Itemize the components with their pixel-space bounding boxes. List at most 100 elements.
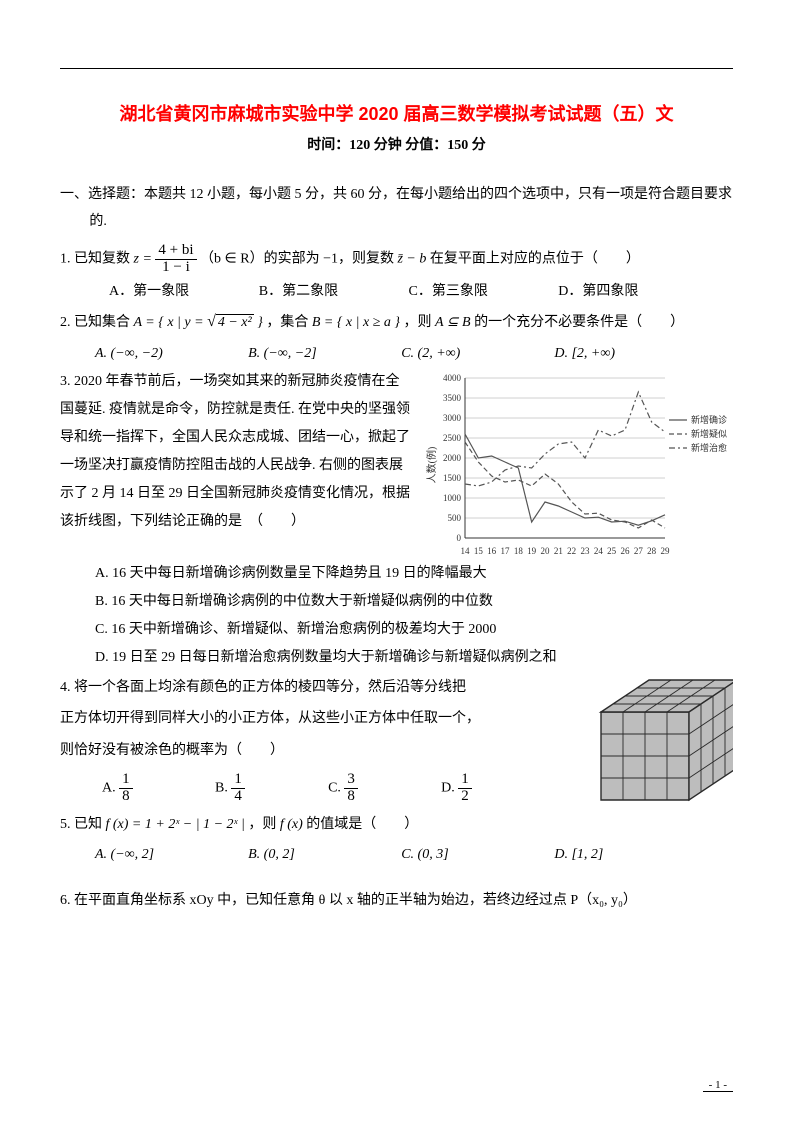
q5-text-post: 的值域是（ ）	[306, 817, 418, 832]
svg-text:29: 29	[661, 546, 671, 556]
q3-opt-b: B. 16 天中每日新增确诊病例的中位数大于新增疑似病例的中位数	[95, 588, 733, 616]
q1-opt-b: B．第二象限	[259, 278, 409, 306]
q1-options: A．第一象限 B．第二象限 C．第三象限 D．第四象限	[60, 278, 733, 306]
q3-opt-a: A. 16 天中每日新增确诊病例数量呈下降趋势且 19 日的降幅最大	[95, 560, 733, 588]
q5-fx2: f (x)	[280, 817, 303, 832]
q4-options: A. 18 B. 14 C. 38 D. 12	[60, 772, 573, 805]
q5-opt-c: C. (0, 3]	[401, 841, 554, 869]
svg-text:16: 16	[487, 546, 497, 556]
q2-opt-c: C. (2, +∞)	[401, 340, 554, 368]
cube-svg	[583, 672, 733, 807]
q4-text: 4. 将一个各面上均涂有颜色的正方体的棱四等分，然后沿等分线把 正方体切开得到同…	[60, 672, 573, 805]
q2-opt-a: A. (−∞, −2)	[95, 340, 248, 368]
q4-cube	[583, 672, 733, 807]
q5-stem: 5. 已知 f (x) = 1 + 2ˣ − | 1 − 2ˣ | ，则 f (…	[60, 811, 733, 839]
q3-options: A. 16 天中每日新增确诊病例数量呈下降趋势且 19 日的降幅最大 B. 16…	[60, 560, 733, 672]
q1-stem: 1. 已知复数 z = 4 + bi 1 − i （b ∈ R）的实部为 −1，…	[60, 243, 733, 276]
sqrt-icon: 4 − x²	[207, 306, 254, 338]
q2-stem: 2. 已知集合 A = { x | y = 4 − x² } ，集合 B = {…	[60, 306, 733, 338]
q2-setA-pre: A = { x | y =	[134, 315, 208, 330]
svg-text:28: 28	[647, 546, 657, 556]
q2-text-pre: 2. 已知集合	[60, 315, 134, 330]
q5-opt-d: D. [1, 2]	[554, 841, 707, 869]
svg-text:17: 17	[501, 546, 511, 556]
exam-subtitle: 时间：120 分钟 分值：150 分	[60, 134, 733, 154]
svg-text:新增治愈: 新增治愈	[691, 442, 727, 453]
q3-stem: 3. 2020 年春节前后，一场突如其来的新冠肺炎疫情在全国蔓延. 疫情就是命令…	[60, 368, 413, 536]
svg-text:3000: 3000	[443, 413, 462, 423]
q1-text-pre: 1. 已知复数	[60, 252, 134, 267]
q4-line3: 则恰好没有被涂色的概率为（ ）	[60, 735, 573, 767]
exam-title: 湖北省黄冈市麻城市实验中学 2020 届高三数学模拟考试试题（五）文	[60, 100, 733, 126]
q1-zbar: z̄ − b	[397, 252, 426, 267]
svg-text:新增确诊: 新增确诊	[691, 414, 727, 425]
q4-b-num: 1	[231, 772, 245, 789]
svg-text:14: 14	[461, 546, 471, 556]
top-rule	[60, 68, 733, 69]
line-chart-svg: 05001000150020002500300035004000人数(例)141…	[423, 370, 733, 560]
q4-opt-a: A. 18	[102, 772, 215, 805]
q4-d-den: 2	[458, 789, 472, 805]
q1-opt-d: D．第四象限	[558, 278, 708, 306]
svg-text:500: 500	[448, 513, 462, 523]
svg-text:2000: 2000	[443, 453, 462, 463]
q1-opt-a: A．第一象限	[109, 278, 259, 306]
svg-text:23: 23	[581, 546, 591, 556]
q2-text-mid2: ，则	[403, 315, 435, 330]
q1-frac-den: 1 − i	[155, 260, 196, 276]
q4-opt-d: D. 12	[441, 772, 554, 805]
q6-stem: 6. 在平面直角坐标系 xOy 中，已知任意角 θ 以 x 轴的正半轴为始边，若…	[60, 887, 733, 915]
q3-opt-c: C. 16 天中新增确诊、新增疑似、新增治愈病例的极差均大于 2000	[95, 616, 733, 644]
q2-opt-d: D. [2, +∞)	[554, 340, 707, 368]
svg-text:2500: 2500	[443, 433, 462, 443]
q2-setA-post: }	[254, 315, 263, 330]
q1-opt-c: C．第三象限	[409, 278, 559, 306]
q2-text-mid1: ，集合	[266, 315, 312, 330]
q5-text-pre: 5. 已知	[60, 817, 106, 832]
svg-text:1000: 1000	[443, 493, 462, 503]
q4-b-den: 4	[231, 789, 245, 805]
q4-a-den: 8	[119, 789, 133, 805]
q1-text-post: 在复平面上对应的点位于（ ）	[430, 252, 640, 267]
svg-text:19: 19	[527, 546, 537, 556]
page-number: - 1 -	[703, 1079, 733, 1092]
q5-options: A. (−∞, 2] B. (0, 2] C. (0, 3] D. [1, 2]	[60, 841, 733, 869]
q3-block: 3. 2020 年春节前后，一场突如其来的新冠肺炎疫情在全国蔓延. 疫情就是命令…	[60, 368, 733, 560]
q4-line1: 4. 将一个各面上均涂有颜色的正方体的棱四等分，然后沿等分线把	[60, 672, 573, 704]
q3-chart: 05001000150020002500300035004000人数(例)141…	[423, 370, 733, 560]
q1-fraction: 4 + bi 1 − i	[155, 243, 196, 276]
q4-line2: 正方体切开得到同样大小的小正方体，从这些小正方体中任取一个，	[60, 703, 573, 735]
q4-c-num: 3	[344, 772, 358, 789]
q2-text-post: 的一个充分不必要条件是（ ）	[474, 315, 684, 330]
svg-text:27: 27	[634, 546, 644, 556]
q3-opt-d: D. 19 日至 29 日每日新增治愈病例数量均大于新增确诊与新增疑似病例之和	[95, 644, 733, 672]
section-1-heading: 一、选择题：本题共 12 小题，每小题 5 分，共 60 分，在每小题给出的四个…	[60, 182, 733, 235]
q2-radicand: 4 − x²	[216, 314, 254, 330]
svg-text:25: 25	[607, 546, 617, 556]
svg-text:21: 21	[554, 546, 563, 556]
svg-text:1500: 1500	[443, 473, 462, 483]
q2-opt-b: B. (−∞, −2]	[248, 340, 401, 368]
q4-opt-c: C. 38	[328, 772, 441, 805]
q4-d-num: 1	[458, 772, 472, 789]
q5-opt-b: B. (0, 2]	[248, 841, 401, 869]
svg-text:24: 24	[594, 546, 604, 556]
svg-text:15: 15	[474, 546, 484, 556]
q5-opt-a: A. (−∞, 2]	[95, 841, 248, 869]
svg-text:人数(例): 人数(例)	[425, 446, 438, 483]
svg-text:22: 22	[567, 546, 576, 556]
q2-cond: A ⊆ B	[435, 315, 471, 330]
svg-text:26: 26	[621, 546, 631, 556]
svg-text:0: 0	[457, 533, 462, 543]
q1-text-mid: （b ∈ R）的实部为 −1，则复数	[200, 252, 397, 267]
q1-z-equals: z =	[134, 252, 156, 267]
q4-a-num: 1	[119, 772, 133, 789]
q4-opt-b: B. 14	[215, 772, 328, 805]
q5-text-mid: ，则	[248, 817, 280, 832]
q1-frac-num: 4 + bi	[155, 243, 196, 260]
svg-text:4000: 4000	[443, 373, 462, 383]
svg-text:18: 18	[514, 546, 524, 556]
svg-text:3500: 3500	[443, 393, 462, 403]
svg-text:新增疑似: 新增疑似	[691, 428, 727, 439]
q4-block: 4. 将一个各面上均涂有颜色的正方体的棱四等分，然后沿等分线把 正方体切开得到同…	[60, 672, 733, 807]
